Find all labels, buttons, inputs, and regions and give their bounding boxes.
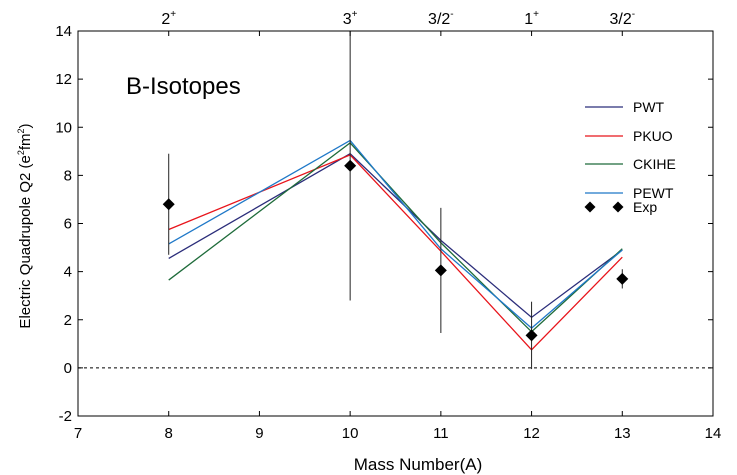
legend-label-pewt: PEWT [633, 185, 674, 201]
y-axis-label-main: Electric Quadrupole Q2 (e [17, 155, 34, 328]
legend-label-pkuo: PKUO [633, 128, 673, 144]
y-tick-label: 6 [64, 216, 72, 233]
x-tick-label: 12 [523, 425, 540, 442]
y-tick-label: 10 [55, 119, 72, 136]
x-tick-label: 11 [433, 425, 449, 442]
exp-data-point [162, 198, 175, 211]
y-tick-label: 12 [55, 71, 72, 88]
x-tick-label: 8 [165, 425, 173, 442]
x-tick-label: 7 [74, 425, 82, 442]
x-axis-label: Mass Number(A) [354, 455, 482, 474]
exp-marker-layer [162, 159, 629, 342]
legend-label-pwt: PWT [633, 99, 665, 115]
exp-data-point [344, 159, 357, 172]
plot-area: 7 8 9 10 11 12 13 14 -2 0 2 4 6 8 10 12 14 [55, 23, 721, 442]
y-tick-label: 14 [55, 23, 72, 40]
y-axis-label-end: ) [17, 123, 34, 128]
chart-title: B-Isotopes [126, 73, 241, 100]
spin-label-parity: - [632, 9, 635, 20]
series-line-pwt [168, 152, 623, 319]
exp-data-point [616, 272, 629, 285]
legend-label-exp: Exp [633, 199, 657, 215]
y-tick-label: 8 [64, 167, 72, 184]
y-tick-label: 4 [64, 264, 72, 281]
spin-label-parity: + [170, 9, 176, 20]
y-axis-label-sup1: 2 [16, 150, 26, 155]
spin-label-value: 3/2 [428, 11, 450, 28]
legend-marker-exp [612, 201, 624, 213]
spin-label-parity: + [352, 9, 358, 20]
y-axis-label-sup2: 2 [16, 128, 26, 133]
spin-label-parity: + [533, 9, 539, 20]
spin-label: 1+ [524, 9, 539, 28]
series-layer [168, 139, 623, 351]
y-tick-label: -2 [59, 408, 72, 425]
spin-label: 3+ [343, 9, 358, 28]
x-tick-label: 14 [705, 425, 722, 442]
spin-label-value: 3/2 [609, 11, 631, 28]
spin-label-parity: - [450, 9, 453, 20]
series-line-pkuo [168, 154, 623, 351]
tick-layer: 7 8 9 10 11 12 13 14 -2 0 2 4 6 8 10 12 14 [55, 23, 721, 442]
series-line-ckihe [168, 142, 623, 333]
x-tick-label: 10 [342, 425, 359, 442]
legend-marker-exp [584, 201, 596, 213]
x-tick-label: 13 [614, 425, 631, 442]
spin-label-value: 1 [524, 11, 533, 28]
exp-data-point [434, 264, 447, 277]
spin-label-value: 2 [161, 11, 170, 28]
y-axis-label: Electric Quadrupole Q2 (e2fm2) [16, 123, 34, 328]
y-tick-label: 0 [64, 360, 72, 377]
exp-data-point [525, 329, 538, 342]
spin-label: 3/2- [428, 9, 454, 28]
spin-labels: 2+ 3+ 3/2- 1+ 3/2- [161, 9, 635, 28]
y-tick-label: 2 [64, 312, 72, 329]
spin-label-value: 3 [343, 11, 352, 28]
x-tick-label: 9 [255, 425, 263, 442]
y-axis-label-mid: fm [17, 133, 34, 150]
spin-label: 3/2- [609, 9, 635, 28]
legend-label-ckihe: CKIHE [633, 156, 676, 172]
spin-label: 2+ [161, 9, 176, 28]
